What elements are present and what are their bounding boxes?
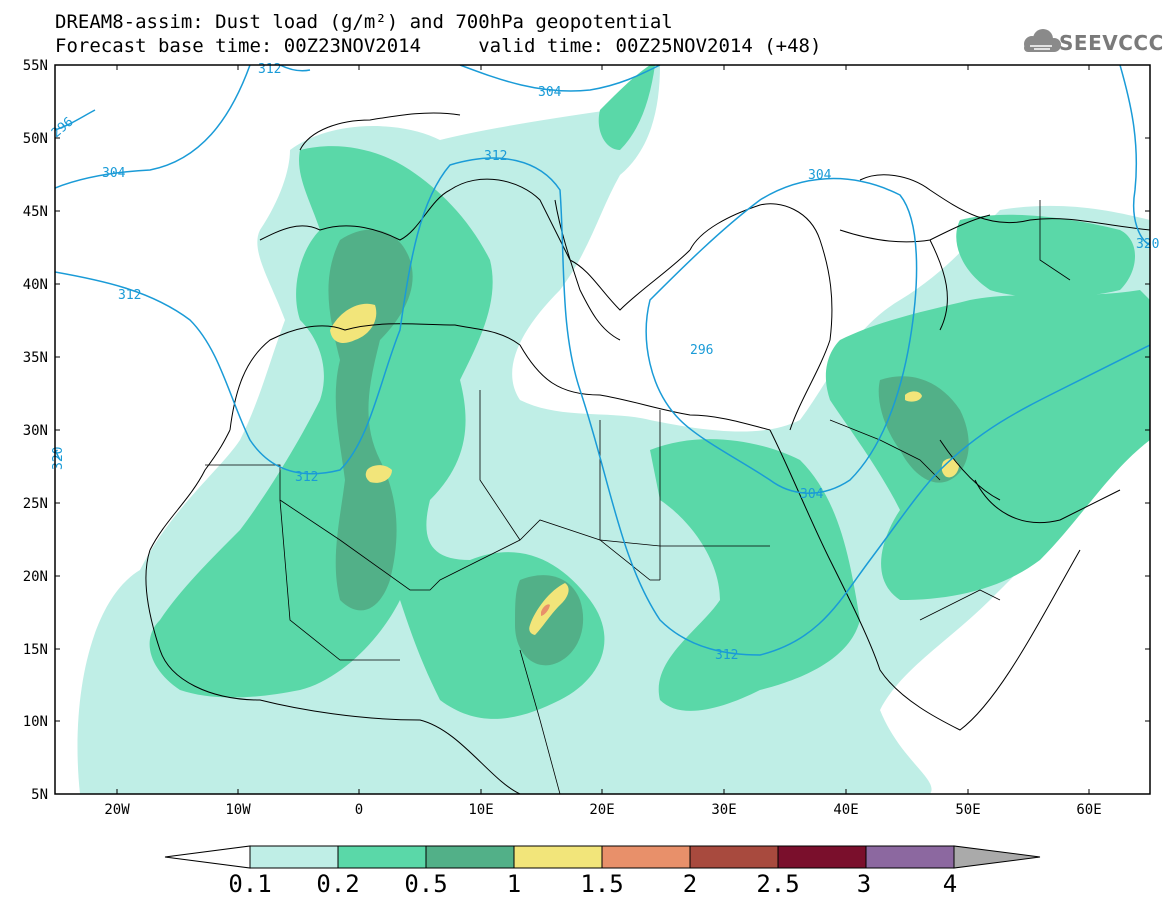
longitude-axis: 20W 10W 0 10E 20E 30E 40E 50E 60E [104,65,1102,818]
longitude-label: 0 [355,802,363,818]
colorbar-tick-label: 2 [682,870,698,898]
latitude-label: 50N [23,131,48,147]
latitude-label: 15N [23,642,48,658]
chart-title-line2: Forecast base time: 00Z23NOV2014 valid t… [55,35,822,57]
longitude-label: 10E [468,802,493,818]
longitude-label: 10W [225,802,251,818]
colorbar-tick-label: 1.5 [580,870,624,898]
dust-field-1 [330,303,377,343]
contour-label: 304 [538,85,562,100]
contour-label: 304 [102,166,126,181]
dust-field-0.2e [598,65,655,150]
contour-label: 312 [118,288,141,303]
colorbar-swatch [865,845,955,869]
contour-label: 304 [800,487,824,502]
colorbar-tick-label: 0.5 [404,870,448,898]
dust-field-0.2d [956,214,1135,298]
colorbar [164,845,1041,869]
contour-label: 312 [715,648,738,663]
contour-label: 296 [690,343,713,358]
latitude-label: 35N [23,350,48,366]
colorbar-swatch [601,845,691,869]
latitude-axis: 55N 50N 45N 40N 35N 30N 25N 20N 15N 10N 5N [23,58,1150,803]
dust-field-1.5 [541,604,550,616]
colorbar-swatch [337,845,427,869]
seevccc-logo-cloud-icon [1024,29,1061,52]
colorbar-swatch [249,845,339,869]
longitude-label: 60E [1076,802,1101,818]
latitude-label: 55N [23,58,48,74]
longitude-label: 50E [955,802,980,818]
colorbar-swatch [777,845,867,869]
colorbar-tick-label: 4 [942,870,958,898]
latitude-label: 30N [23,423,48,439]
longitude-label: 40E [833,802,858,818]
colorbar-swatch [513,845,603,869]
colorbar-over-triangle [953,845,1041,869]
colorbar-swatch [689,845,779,869]
colorbar-tick-label: 1 [506,870,522,898]
borders [205,200,1071,794]
latitude-label: 5N [31,787,48,803]
contour-label: 320 [1136,237,1159,252]
geopotential-contours [55,65,1150,656]
dust-field-1c [529,583,569,635]
longitude-label: 20E [589,802,614,818]
seevccc-logo: SEEVCCC [1059,31,1164,55]
colorbar-tick-label: 0.1 [228,870,272,898]
dust-field-0.2c [825,290,1150,600]
contour-label: 320 [51,447,66,470]
latitude-label: 40N [23,277,48,293]
colorbar-tick-label: 0.2 [316,870,360,898]
chart-title-line1: DREAM8-assim: Dust load (g/m²) and 700hP… [55,11,673,33]
dust-field-0.5c [878,376,969,483]
colorbar-tick-label: 3 [856,870,872,898]
dust-field-0.2 [149,146,605,719]
longitude-label: 30E [711,802,736,818]
coastlines [145,112,1150,794]
colorbar-under-triangle [164,845,251,869]
colorbar-swatch [425,845,515,869]
dust-field-1d [905,391,922,402]
longitude-label: 20W [104,802,130,818]
contour-label: 312 [295,470,318,485]
dust-field-0.2b [650,439,860,711]
latitude-label: 10N [23,714,48,730]
latitude-label: 25N [23,496,48,512]
colorbar-tick-label: 2.5 [756,870,800,898]
latitude-label: 20N [23,569,48,585]
contour-label: 304 [808,168,832,183]
dust-field-1b [365,465,392,483]
latitude-label: 45N [23,204,48,220]
dust-load-fields [55,65,1150,794]
contour-label: 312 [484,149,507,164]
